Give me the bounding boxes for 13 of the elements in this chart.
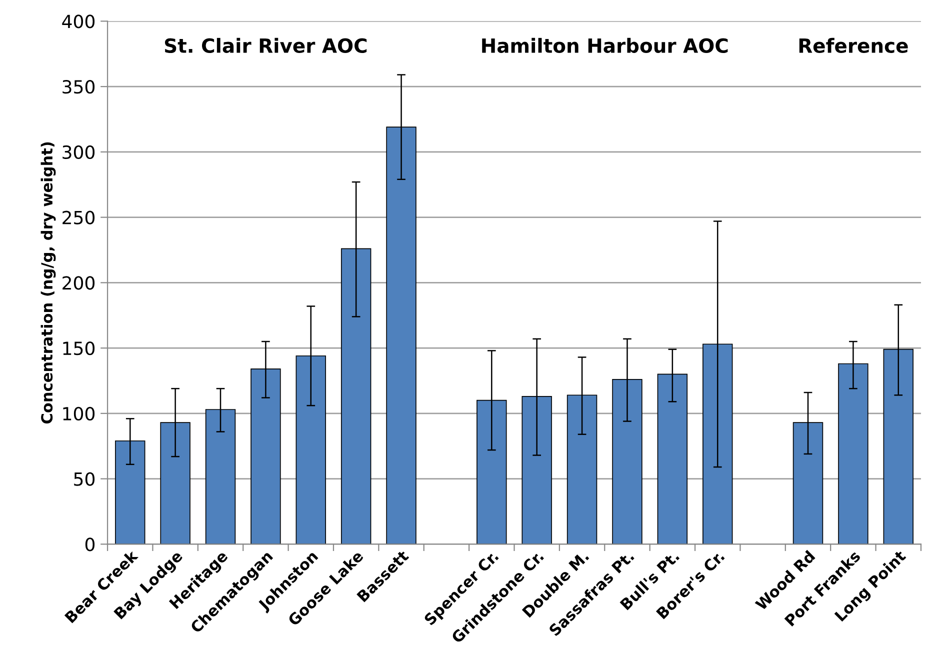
y-tick-label: 400 <box>62 14 95 28</box>
y-tick-label: 350 <box>62 80 95 94</box>
y-axis-title: Concentration (ng/g, dry weight) <box>40 142 56 424</box>
annotation: Hamilton Harbour AOC <box>482 38 728 53</box>
y-tick-label: 200 <box>62 276 95 290</box>
annotation: St. Clair River AOC <box>164 38 367 53</box>
y-tick-label: 250 <box>62 210 95 224</box>
y-tick-label: 150 <box>63 342 95 356</box>
annotation: Reference <box>799 38 908 53</box>
y-tick-label: 0 <box>85 538 95 552</box>
y-tick-label: 100 <box>63 406 95 421</box>
y-tick-label: 300 <box>62 145 95 160</box>
y-tick-label: 50 <box>74 472 95 486</box>
